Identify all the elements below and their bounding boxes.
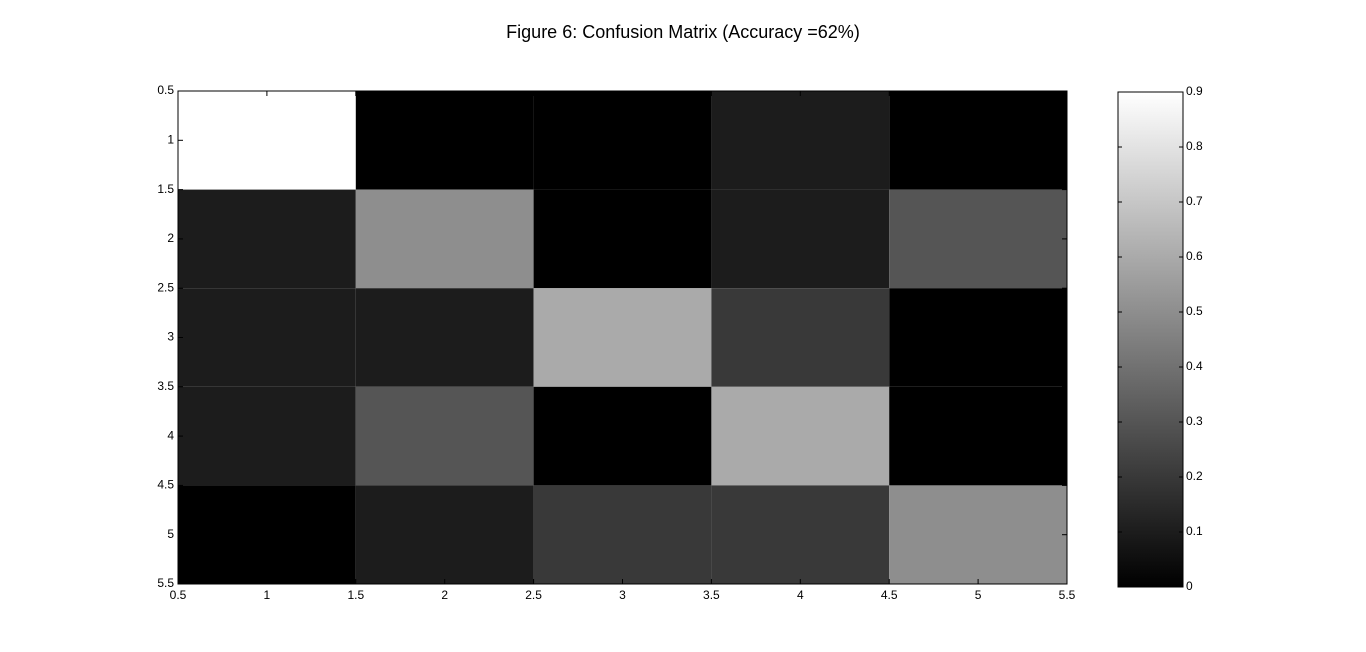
colorbar (1117, 91, 1184, 588)
y-tick-label: 2.5 (157, 280, 174, 294)
x-tick-label: 2 (441, 588, 448, 602)
colorbar-tick-label: 0 (1186, 579, 1193, 593)
cell (533, 485, 712, 584)
colorbar-tick-label: 0.4 (1186, 359, 1203, 373)
y-tick-label: 4 (167, 428, 174, 442)
x-tick-label: 1 (264, 588, 271, 602)
x-tick-label: 2.5 (525, 588, 542, 602)
colorbar-tick-label: 0.8 (1186, 139, 1203, 153)
cell (889, 288, 1067, 387)
x-tick-label: 1.5 (347, 588, 364, 602)
chart-title: Figure 6: Confusion Matrix (Accuracy =62… (506, 22, 860, 42)
cell (355, 386, 534, 486)
y-tick-label: 4.5 (157, 478, 174, 492)
y-tick-label: 1.5 (157, 182, 174, 196)
cell (533, 91, 712, 190)
x-tick-label: 3 (619, 588, 626, 602)
colorbar-tick-label: 0.6 (1186, 249, 1203, 263)
y-tick-label: 1 (167, 132, 174, 146)
cell (178, 91, 356, 190)
colorbar-tick-label: 0.3 (1186, 414, 1203, 428)
cell (889, 386, 1067, 486)
y-tick-label: 2 (167, 231, 174, 245)
x-tick-label: 4.5 (881, 588, 898, 602)
x-tick-label: 0.5 (170, 588, 187, 602)
cell (355, 485, 534, 584)
x-tick-label: 3.5 (703, 588, 720, 602)
colorbar-tick-label: 0.9 (1186, 84, 1203, 98)
cell (355, 91, 534, 190)
cell (889, 91, 1067, 190)
cell (711, 189, 890, 289)
x-tick-label: 4 (797, 588, 804, 602)
y-tick-label: 3.5 (157, 379, 174, 393)
cell (711, 485, 890, 584)
cell (178, 386, 356, 486)
cell (889, 485, 1067, 584)
cell (711, 91, 890, 190)
cell (533, 189, 712, 289)
colorbar-tick-label: 0.2 (1186, 469, 1203, 483)
y-tick-label: 0.5 (157, 83, 174, 97)
colorbar-tick-label: 0.1 (1186, 524, 1203, 538)
cell (178, 485, 356, 584)
y-tick-label: 5 (167, 527, 174, 541)
cell (178, 288, 356, 387)
x-tick-label: 5 (975, 588, 982, 602)
y-tick-label: 3 (167, 330, 174, 344)
cell (711, 288, 890, 387)
y-tick-label: 5.5 (157, 576, 174, 590)
x-tick-label: 5.5 (1059, 588, 1076, 602)
cell (178, 189, 356, 289)
cell (533, 386, 712, 486)
colorbar-tick-label: 0.7 (1186, 194, 1203, 208)
cell (355, 288, 534, 387)
cell (889, 189, 1067, 289)
cell (711, 386, 890, 486)
cell (533, 288, 712, 387)
cell (355, 189, 534, 289)
colorbar-tick-label: 0.5 (1186, 304, 1203, 318)
